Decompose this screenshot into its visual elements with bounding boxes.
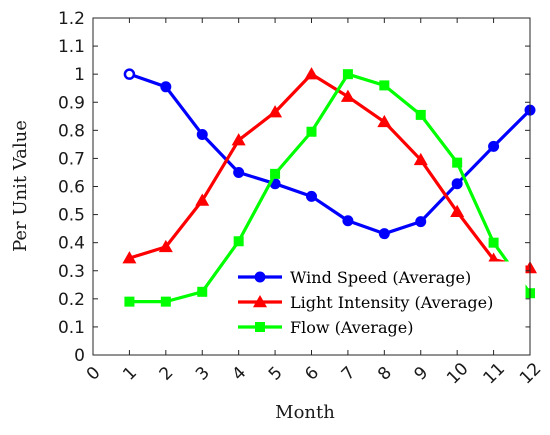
legend-item: Wind Speed (Average) [238,268,471,287]
x-tick-label: 0 [83,363,105,385]
y-tick-label: 1.1 [58,37,85,57]
data-point [160,296,171,307]
x-tick-label: 6 [301,363,323,385]
data-point [195,193,210,206]
x-tick-label: 10 [443,359,472,388]
data-point [488,140,500,152]
x-tick-label: 7 [338,363,360,385]
x-tick-label: 5 [265,363,287,385]
y-tick-label: 1 [74,65,85,85]
data-point [415,216,427,228]
legend-item: Flow (Average) [238,318,413,337]
y-tick-label: 0.3 [58,262,85,282]
y-tick-label: 0.4 [58,234,85,254]
x-tick-label: 3 [192,363,214,385]
series-line [128,72,531,270]
data-point [488,237,499,248]
data-point [452,157,463,168]
x-tick-label: 1 [119,363,141,385]
data-point [342,215,354,227]
legend-item: Light Intensity (Average) [238,293,493,312]
x-tick-label: 9 [411,363,433,385]
legend-swatch-marker [254,271,266,283]
data-point [196,129,208,141]
series-line [129,72,532,304]
legend-label: Wind Speed (Average) [290,268,471,287]
data-point [413,152,428,166]
data-point [197,286,208,297]
y-tick-label: 0.8 [58,121,85,141]
legend: Wind Speed (Average) Light Intensity (Ave… [229,261,526,343]
y-tick-label: 0.2 [58,290,85,310]
x-tick-label: 12 [516,359,545,388]
data-point [270,168,281,179]
data-point [233,236,244,247]
y-axis-title: Per Unit Value [10,120,31,252]
data-point [268,105,283,118]
data-point [379,80,390,91]
data-point [122,251,137,264]
y-tick-label: 0.5 [58,206,85,226]
y-tick-label: 1.2 [58,9,85,29]
data-point [123,68,136,80]
data-point [124,296,135,307]
data-point [451,178,463,190]
y-tick-label: 0.6 [58,178,85,198]
data-point [342,69,353,80]
data-point [304,67,319,80]
legend-swatch-marker [255,322,265,332]
data-point [233,166,245,178]
legend-swatch-marker [253,295,267,308]
series-layer [122,67,537,307]
y-tick-label: 0.9 [58,93,85,113]
data-point [378,228,390,240]
legend-label: Flow (Average) [290,318,413,337]
series-3 [124,69,535,307]
x-tick-label: 11 [480,359,509,388]
data-point [377,114,392,128]
data-point [450,204,465,218]
data-point [160,81,172,93]
series-2 [122,67,537,274]
data-point [415,109,426,120]
y-tick-label: 0.7 [58,149,85,169]
x-tick-label: 8 [374,363,396,385]
x-axis-title: Month [275,402,335,423]
x-tick-label: 4 [228,363,250,385]
data-point [158,239,173,253]
x-tick-label: 2 [156,363,178,385]
legend-label: Light Intensity (Average) [290,293,493,312]
data-point [231,133,246,146]
y-tick-label: 0 [74,346,85,366]
data-point [306,190,317,202]
y-tick-label: 0.1 [58,318,85,338]
data-point [306,126,317,137]
data-point [340,89,355,102]
